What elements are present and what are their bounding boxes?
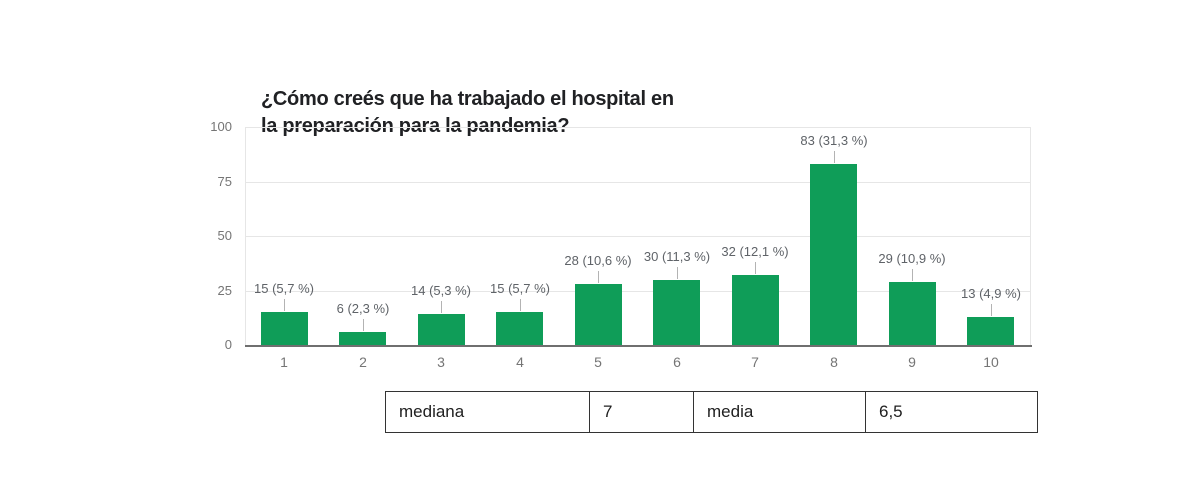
bar-3: [418, 314, 465, 345]
bar-label-callout: [755, 262, 756, 274]
chart-title-line-2: la preparación para la pandemia?: [261, 115, 570, 137]
bar-7: [732, 275, 779, 345]
bar-label-callout: [520, 299, 521, 311]
bar-label-callout: [284, 299, 285, 311]
bar-value-label: 83 (31,3 %): [800, 133, 868, 148]
y-tick-label: 0: [224, 337, 232, 352]
bar-value-label: 29 (10,9 %): [878, 251, 946, 266]
x-tick-label: 7: [751, 354, 759, 370]
gridline: [245, 291, 1030, 292]
x-tick-label: 2: [359, 354, 367, 370]
bar-5: [575, 284, 622, 345]
x-tick-label: 6: [673, 354, 681, 370]
stat-label-media: media: [693, 391, 866, 433]
y-tick-label: 25: [217, 283, 232, 298]
y-axis-edge: [245, 127, 246, 345]
bar-value-label: 32 (12,1 %): [721, 244, 789, 259]
bar-label-callout: [598, 271, 599, 283]
x-tick-label: 9: [908, 354, 916, 370]
bar-9: [889, 282, 936, 345]
bar-label-callout: [441, 301, 442, 313]
stats-table-row: mediana 7 media 6,5: [385, 391, 1038, 433]
bar-value-label: 6 (2,3 %): [336, 301, 390, 316]
x-tick-label: 8: [830, 354, 838, 370]
bar-label-callout: [834, 151, 835, 163]
bar-10: [967, 317, 1014, 345]
stat-label-mediana: mediana: [385, 391, 590, 433]
x-axis-baseline: [245, 345, 1032, 347]
bar-8: [810, 164, 857, 345]
y-tick-label: 75: [217, 174, 232, 189]
y-tick-label: 100: [210, 119, 232, 134]
bar-label-callout: [677, 267, 678, 279]
bar-value-label: 28 (10,6 %): [564, 253, 632, 268]
bar-value-label: 14 (5,3 %): [411, 283, 471, 298]
bar-value-label: 30 (11,3 %): [643, 249, 711, 264]
gridline: [245, 236, 1030, 237]
chart-title: ¿Cómo creés que ha trabajado el hospital…: [261, 86, 741, 140]
plot-right-edge: [1030, 127, 1031, 345]
x-tick-label: 10: [983, 354, 999, 370]
bar-1: [261, 312, 308, 345]
bar-label-callout: [912, 269, 913, 281]
gridline: [245, 182, 1030, 183]
stats-table: mediana 7 media 6,5: [385, 391, 1038, 433]
bar-value-label: 15 (5,7 %): [490, 281, 550, 296]
x-tick-label: 5: [594, 354, 602, 370]
chart-title-line-1: ¿Cómo creés que ha trabajado el hospital…: [261, 88, 674, 110]
y-tick-label: 50: [217, 228, 232, 243]
bar-4: [496, 312, 543, 345]
stat-value-mediana: 7: [589, 391, 694, 433]
x-tick-label: 3: [437, 354, 445, 370]
bar-6: [653, 280, 700, 345]
bar-value-label: 15 (5,7 %): [254, 281, 314, 296]
bar-label-callout: [991, 304, 992, 316]
x-tick-label: 1: [280, 354, 288, 370]
gridline: [245, 127, 1030, 128]
bar-value-label: 13 (4,9 %): [961, 286, 1021, 301]
stat-value-media: 6,5: [865, 391, 1038, 433]
x-tick-label: 4: [516, 354, 524, 370]
bar-2: [339, 332, 386, 345]
bar-label-callout: [363, 319, 364, 331]
